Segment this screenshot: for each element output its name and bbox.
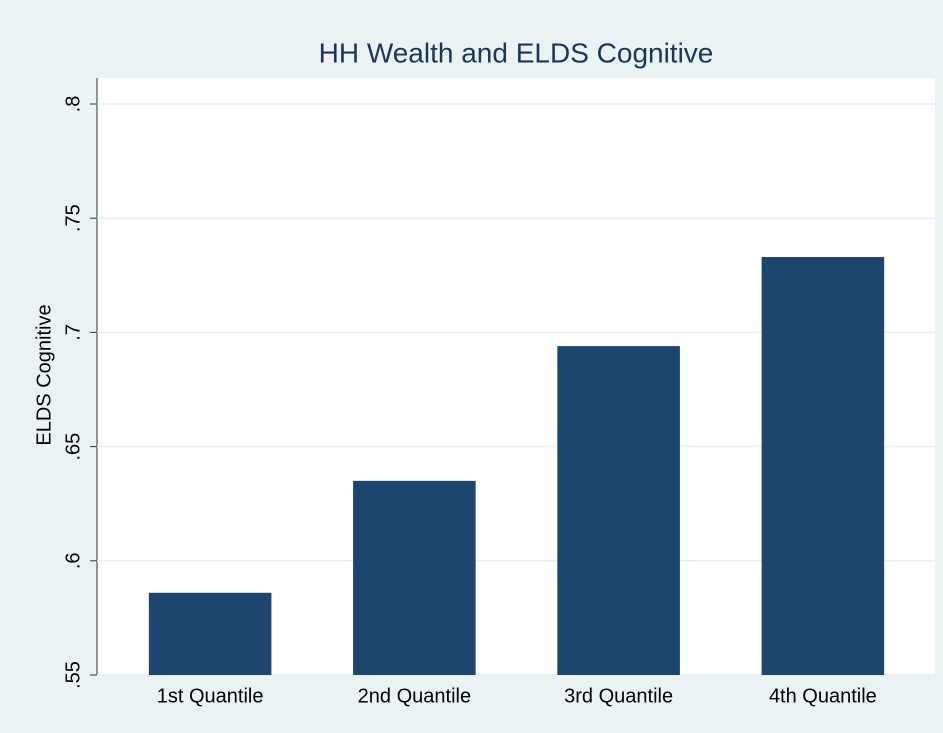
bar (353, 480, 476, 675)
bar (557, 346, 680, 675)
y-tick-label: .75 (62, 204, 84, 232)
x-tick-label: 4th Quantile (769, 685, 877, 707)
chart-title: HH Wealth and ELDS Cognitive (319, 37, 714, 68)
bar (761, 257, 885, 675)
y-tick-label: .7 (62, 324, 84, 341)
y-tick-label: .55 (62, 661, 84, 689)
bar (148, 592, 272, 675)
y-tick-label: .8 (62, 96, 84, 113)
x-tick-label: 2nd Quantile (358, 685, 471, 707)
x-tick-label: 1st Quantile (157, 685, 264, 707)
x-tick-label: 3rd Quantile (564, 685, 673, 707)
y-tick-label: .6 (62, 552, 84, 569)
y-axis-title: ELDS Cognitive (33, 304, 55, 445)
y-tick-label: .65 (62, 433, 84, 461)
